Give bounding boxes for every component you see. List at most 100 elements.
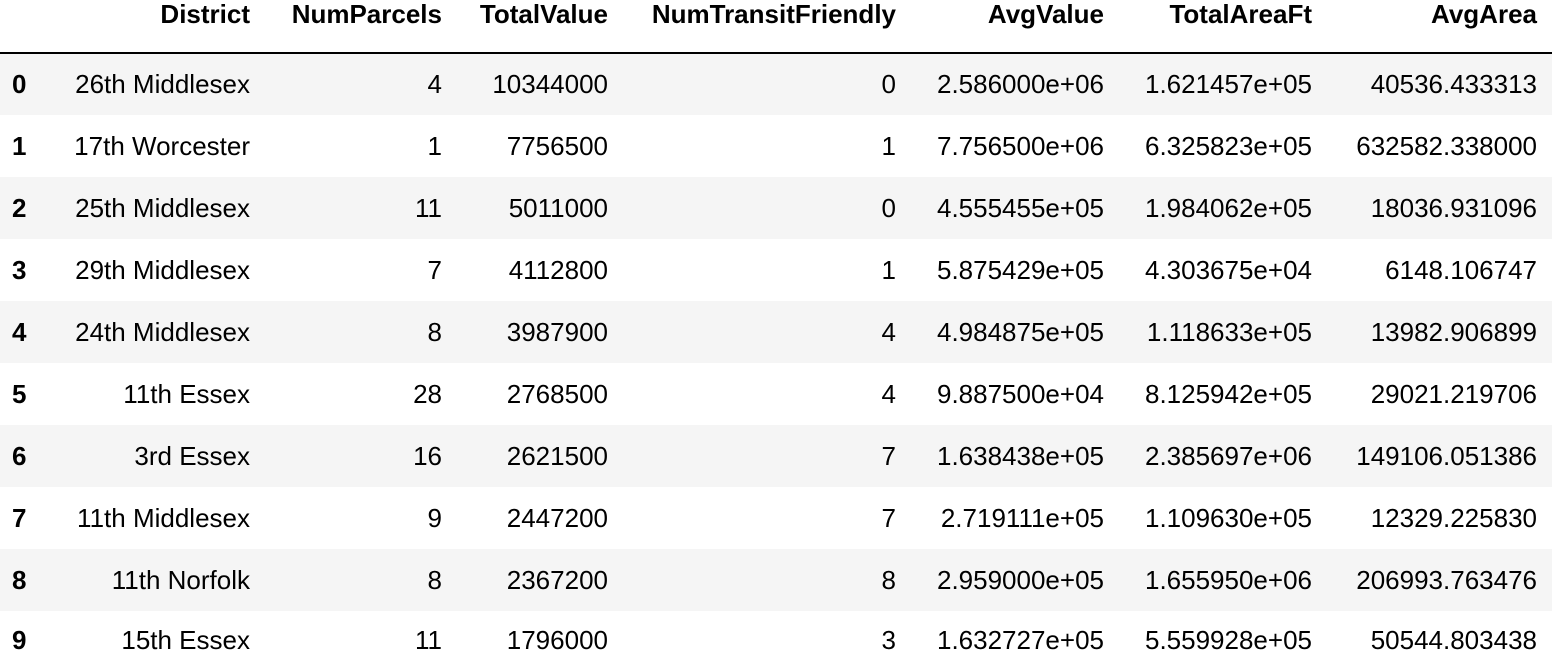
column-header-avgvalue: AvgValue	[911, 0, 1119, 54]
cell-avgvalue: 9.887500e+04	[936, 378, 1104, 409]
cell-avgvalue: 5.875429e+05	[936, 254, 1104, 285]
cell-totalvalue: 2367200	[506, 564, 608, 595]
cell-totalareaft: 1.109630e+05	[1144, 502, 1312, 533]
table-row: 7 11th Middlesex 9 2447200 7 2.719111e+05 1.10…	[0, 487, 1552, 549]
cell-totalvalue: 7756500	[506, 130, 608, 161]
cell-numparcels: 28	[413, 378, 442, 409]
cell-district: 3rd Essex	[134, 440, 250, 471]
cell-totalareaft: 1.621457e+05	[1144, 69, 1312, 99]
table-row: 2 25th Middlesex 11 5011000 0 4.555455e+05 1.9…	[0, 177, 1552, 239]
cell-avgarea: 29021.219706	[1370, 378, 1537, 409]
cell-numtransitfriendly: 8	[881, 564, 896, 595]
cell-numparcels: 8	[427, 564, 442, 595]
cell-avgvalue: 2.586000e+06	[936, 69, 1104, 99]
cell-avgvalue: 1.632727e+05	[936, 624, 1104, 655]
column-header-totalvalue: TotalValue	[457, 0, 623, 54]
cell-totalareaft: 1.984062e+05	[1144, 192, 1312, 223]
row-index: 9	[12, 624, 27, 655]
cell-avgarea: 6148.106747	[1385, 254, 1537, 285]
cell-avgarea: 632582.338000	[1356, 130, 1537, 161]
row-index: 3	[12, 254, 27, 285]
row-index: 5	[12, 378, 27, 409]
table-row: 4 24th Middlesex 8 3987900 4 4.984875e+05 1.11…	[0, 301, 1552, 363]
row-index: 6	[12, 440, 27, 471]
cell-numtransitfriendly: 0	[881, 69, 896, 99]
column-header-district: District	[44, 0, 265, 54]
cell-district: 17th Worcester	[74, 130, 250, 161]
cell-avgvalue: 2.959000e+05	[936, 564, 1104, 595]
row-index: 2	[12, 192, 27, 223]
cell-totalvalue: 2621500	[506, 440, 608, 471]
cell-avgvalue: 7.756500e+06	[936, 130, 1104, 161]
cell-totalvalue: 4112800	[508, 254, 608, 285]
table-row: 9 15th Essex 11 1796000 3 1.632727e+05 5.55992…	[0, 611, 1552, 669]
cell-totalareaft: 8.125942e+05	[1144, 378, 1312, 409]
cell-totalvalue: 2768500	[506, 378, 608, 409]
row-index: 7	[12, 502, 27, 533]
cell-district: 11th Essex	[123, 378, 250, 409]
cell-totalvalue: 1796000	[506, 624, 608, 655]
cell-avgvalue: 4.984875e+05	[936, 316, 1104, 347]
cell-numparcels: 1	[427, 130, 442, 161]
cell-numparcels: 9	[427, 502, 442, 533]
table-row: 0 26th Middlesex 4 10344000 0 2.586000e+06 1.6…	[0, 53, 1552, 115]
row-index: 4	[12, 316, 27, 347]
table-body: 0 26th Middlesex 4 10344000 0 2.586000e+06 1.6…	[0, 53, 1552, 669]
cell-numtransitfriendly: 7	[881, 502, 896, 533]
cell-avgarea: 13982.906899	[1370, 316, 1537, 347]
cell-numparcels: 8	[427, 316, 442, 347]
cell-totalareaft: 1.655950e+06	[1144, 564, 1312, 595]
index-header	[0, 0, 44, 54]
cell-numparcels: 16	[413, 440, 442, 471]
column-header-numtransitfriendly: NumTransitFriendly	[623, 0, 911, 54]
cell-numparcels: 7	[427, 254, 442, 285]
cell-numparcels: 4	[427, 69, 442, 99]
cell-district: 11th Norfolk	[111, 564, 250, 595]
cell-totalareaft: 4.303675e+04	[1144, 254, 1312, 285]
row-index: 1	[12, 130, 27, 161]
table-row: 3 29th Middlesex 7 4112800 1 5.875429e+05 4.30…	[0, 239, 1552, 301]
cell-totalareaft: 6.325823e+05	[1144, 130, 1312, 161]
cell-totalvalue: 5011000	[508, 192, 608, 223]
cell-totalareaft: 1.118633e+05	[1146, 316, 1312, 347]
table-row: 1 17th Worcester 1 7756500 1 7.756500e+06 6.32…	[0, 115, 1552, 177]
cell-numtransitfriendly: 7	[881, 440, 896, 471]
cell-totalvalue: 3987900	[506, 316, 608, 347]
cell-totalvalue: 2447200	[506, 502, 608, 533]
header-row: District NumParcels TotalValue NumTransi…	[0, 0, 1552, 54]
row-index: 8	[12, 564, 27, 595]
cell-numtransitfriendly: 1	[881, 130, 896, 161]
table-row: 5 11th Essex 28 2768500 4 9.887500e+04 8.12594…	[0, 363, 1552, 425]
cell-numtransitfriendly: 4	[881, 378, 896, 409]
cell-avgarea: 206993.763476	[1356, 564, 1537, 595]
cell-avgvalue: 4.555455e+05	[936, 192, 1104, 223]
cell-district: 15th Essex	[121, 624, 250, 655]
cell-avgarea: 50544.803438	[1370, 624, 1537, 655]
cell-avgarea: 18036.931096	[1370, 192, 1537, 223]
cell-numtransitfriendly: 1	[881, 254, 896, 285]
cell-avgarea: 149106.051386	[1356, 440, 1537, 471]
cell-numparcels: 11	[415, 192, 442, 223]
cell-district: 11th Middlesex	[77, 502, 250, 533]
table-header: District NumParcels TotalValue NumTransi…	[0, 0, 1552, 54]
cell-numtransitfriendly: 0	[881, 192, 896, 223]
cell-numparcels: 11	[415, 624, 442, 655]
cell-district: 25th Middlesex	[75, 192, 250, 223]
cell-avgvalue: 2.719111e+05	[940, 502, 1104, 533]
cell-district: 26th Middlesex	[75, 69, 250, 99]
cell-totalvalue: 10344000	[492, 69, 608, 99]
cell-avgarea: 12329.225830	[1370, 502, 1537, 533]
cell-totalareaft: 2.385697e+06	[1144, 440, 1312, 471]
cell-district: 24th Middlesex	[75, 316, 250, 347]
row-index: 0	[12, 69, 27, 99]
cell-totalareaft: 5.559928e+05	[1144, 624, 1312, 655]
table-row: 6 3rd Essex 16 2621500 7 1.638438e+05 2.385697…	[0, 425, 1552, 487]
cell-avgvalue: 1.638438e+05	[936, 440, 1104, 471]
column-header-avgarea: AvgArea	[1327, 0, 1552, 54]
column-header-numparcels: NumParcels	[265, 0, 457, 54]
cell-numtransitfriendly: 3	[881, 624, 896, 655]
column-header-totalareaft: TotalAreaFt	[1119, 0, 1327, 54]
table-row: 8 11th Norfolk 8 2367200 8 2.959000e+05 1.6559…	[0, 549, 1552, 611]
cell-numtransitfriendly: 4	[881, 316, 896, 347]
